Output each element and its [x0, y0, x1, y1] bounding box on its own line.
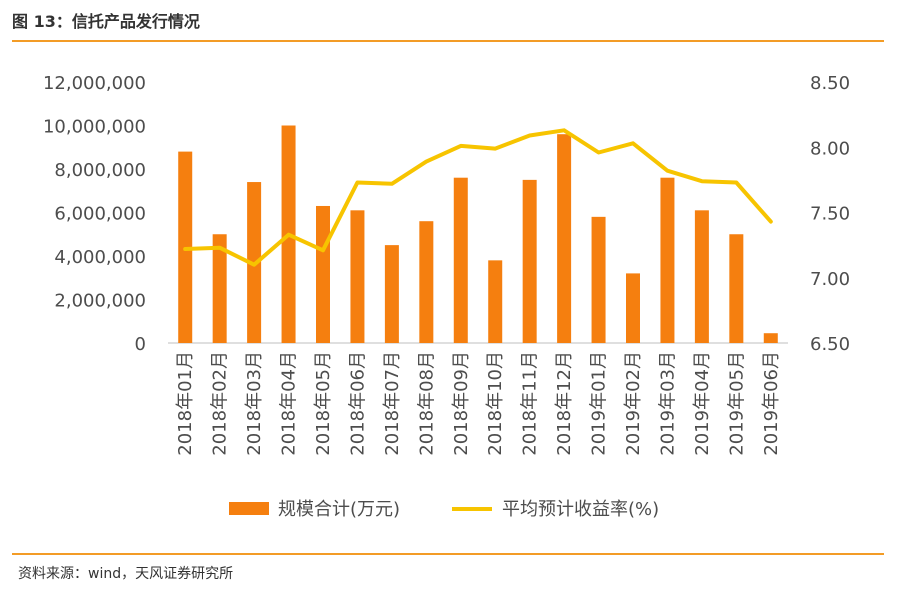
right-tick-label: 8.50	[810, 73, 850, 94]
x-tick-label: 2018年06月	[347, 351, 368, 456]
x-tick-label: 2018年12月	[554, 351, 575, 456]
right-axis: 6.50 7.00 7.50 8.00 8.50	[810, 73, 850, 355]
x-tick-label: 2019年01月	[589, 351, 610, 456]
right-tick-label: 7.00	[810, 269, 850, 290]
line-series	[183, 128, 773, 267]
bar	[660, 177, 675, 343]
bar	[729, 234, 744, 343]
legend-label-yield: 平均预计收益率(%)	[502, 499, 659, 520]
source-note: 资料来源：wind，天风证券研究所	[18, 566, 234, 582]
left-tick-label: 12,000,000	[43, 73, 146, 94]
legend-bar-swatch	[229, 502, 269, 515]
bar	[557, 134, 572, 343]
x-tick-label: 2019年06月	[761, 351, 782, 456]
x-tick-label: 2018年10月	[485, 351, 506, 456]
legend-label-scale: 规模合计(万元)	[278, 499, 400, 520]
x-tick-label: 2018年09月	[451, 351, 472, 456]
bar	[212, 234, 227, 343]
x-tick-label: 2019年02月	[623, 351, 644, 456]
x-tick-label: 2018年08月	[416, 351, 437, 456]
x-axis: 2018年01月 2018年02月 2018年03月 2018年04月 2018年05月…	[175, 351, 782, 456]
left-tick-label: 2,000,000	[54, 291, 146, 312]
bar	[694, 210, 709, 343]
bar	[763, 333, 778, 343]
bar	[350, 210, 365, 343]
left-tick-label: 8,000,000	[54, 160, 146, 181]
bar	[591, 216, 606, 343]
bar	[522, 179, 537, 343]
x-tick-label: 2018年11月	[520, 351, 541, 456]
bar	[419, 221, 434, 343]
bar	[316, 205, 330, 343]
left-tick-label: 10,000,000	[43, 117, 146, 138]
bar-series	[178, 125, 778, 343]
left-tick-label: 0	[135, 334, 146, 355]
bar	[453, 177, 468, 343]
x-tick-label: 2019年03月	[657, 351, 678, 456]
x-tick-label: 2018年04月	[279, 351, 300, 456]
legend: 规模合计(万元) 平均预计收益率(%)	[229, 499, 659, 520]
x-tick-label: 2018年07月	[382, 351, 403, 456]
bar	[626, 273, 640, 343]
left-axis: 0 2,000,000 4,000,000 6,000,000 8,000,000 10,…	[43, 73, 146, 355]
x-tick-label: 2019年05月	[726, 351, 747, 456]
bar	[384, 245, 399, 343]
figure-title: 图 13：信托产品发行情况	[12, 12, 200, 31]
x-tick-label: 2018年03月	[244, 351, 265, 456]
left-tick-label: 6,000,000	[54, 204, 146, 225]
x-tick-label: 2018年01月	[175, 351, 196, 456]
bottom-rule	[12, 553, 884, 555]
top-rule	[12, 40, 884, 42]
x-tick-label: 2018年02月	[210, 351, 231, 456]
left-tick-label: 4,000,000	[54, 247, 146, 268]
right-tick-label: 7.50	[810, 204, 850, 225]
x-tick-label: 2018年05月	[313, 351, 334, 456]
right-tick-label: 6.50	[810, 334, 850, 355]
right-tick-label: 8.00	[810, 138, 850, 159]
x-tick-label: 2019年04月	[692, 351, 713, 456]
bar	[488, 260, 503, 343]
